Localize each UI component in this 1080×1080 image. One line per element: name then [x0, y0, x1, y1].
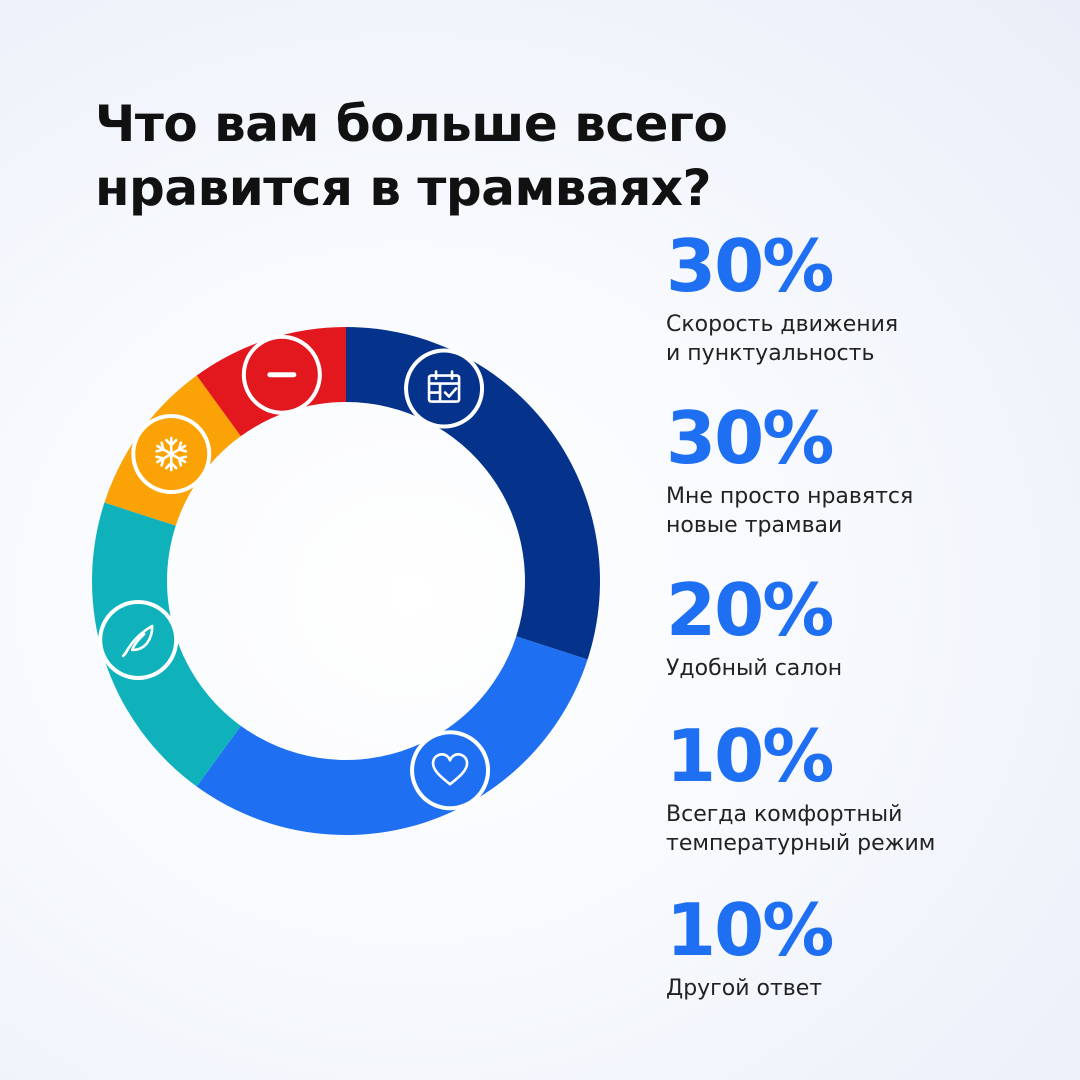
- minus-icon: [241, 334, 322, 415]
- legend-item-speed: 30% Скорость движения и пунктуальность: [666, 226, 1066, 368]
- legend-label: Удобный салон: [666, 654, 1066, 683]
- legend-value: 30%: [666, 224, 834, 308]
- legend-label: Мне просто нравятся новые трамваи: [666, 482, 1066, 540]
- legend-label-line: Всегда комфортный: [666, 802, 903, 827]
- legend-label-line: Удобный салон: [666, 656, 843, 681]
- legend-label: Всегда комфортный температурный режим: [666, 800, 1066, 858]
- snowflake-icon: [131, 414, 212, 495]
- donut-slice: [346, 327, 600, 660]
- chart-title-line-1: Что вам больше всего: [95, 95, 728, 153]
- legend-item-temperature: 10% Всегда комфортный температурный режи…: [666, 716, 1066, 858]
- legend-label: Другой ответ: [666, 974, 1066, 1003]
- chart-title-line-2: нравится в трамваях?: [95, 159, 712, 217]
- legend-value: 20%: [666, 568, 834, 652]
- legend-label-line: Мне просто нравятся: [666, 484, 914, 509]
- legend-value: 30%: [666, 396, 834, 480]
- heart-icon: [410, 730, 491, 811]
- legend-item-new-trams: 30% Мне просто нравятся новые трамваи: [666, 398, 1066, 540]
- legend-label-line: Другой ответ: [666, 976, 823, 1001]
- calendar-check-icon: [404, 348, 485, 429]
- legend-label-line: новые трамваи: [666, 513, 843, 538]
- legend-item-comfortable-salon: 20% Удобный салон: [666, 570, 1066, 683]
- legend-value: 10%: [666, 714, 834, 798]
- legend-label-line: и пунктуальность: [666, 341, 875, 366]
- donut-slice: [196, 636, 588, 835]
- chart-title: Что вам больше всего нравится в трамваях…: [95, 92, 815, 220]
- legend-value: 10%: [666, 888, 834, 972]
- legend-label-line: температурный режим: [666, 831, 936, 856]
- legend-item-other: 10% Другой ответ: [666, 890, 1066, 1003]
- feather-icon: [98, 599, 179, 680]
- legend-label: Скорость движения и пунктуальность: [666, 310, 1066, 368]
- legend-label-line: Скорость движения: [666, 312, 899, 337]
